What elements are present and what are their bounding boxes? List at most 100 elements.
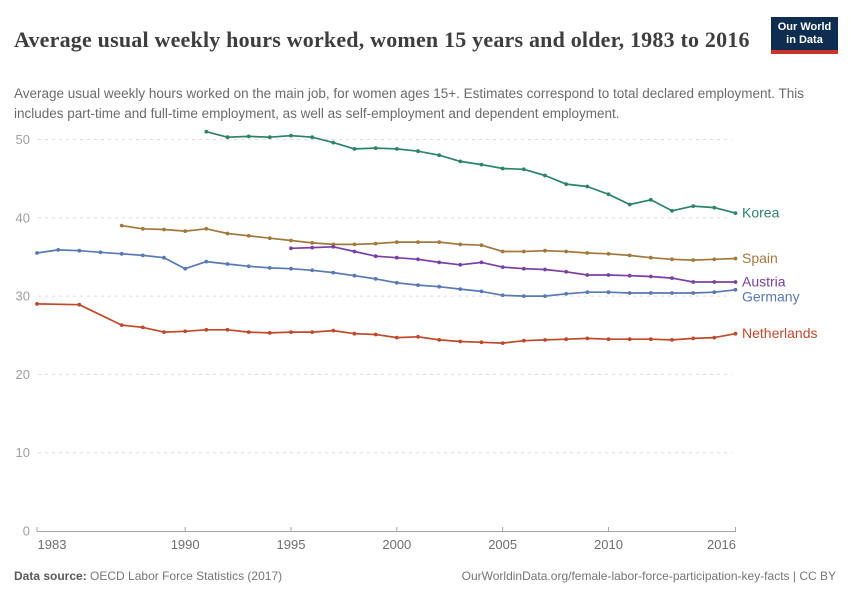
series-netherlands[interactable] (35, 302, 738, 345)
data-point (183, 329, 188, 334)
series-label-korea[interactable]: Korea (742, 205, 780, 221)
owid-logo-line2: in Data (786, 34, 823, 46)
series-label-germany[interactable]: Germany (742, 289, 800, 305)
x-tick-label-1990: 1990 (171, 537, 200, 552)
data-point (521, 167, 526, 172)
data-point (585, 273, 590, 277)
data-point (606, 192, 611, 197)
series-austria[interactable] (289, 244, 738, 284)
data-point (246, 330, 251, 334)
data-point (712, 257, 717, 262)
y-tick-label-10: 10 (16, 445, 30, 460)
data-point (225, 135, 230, 140)
data-point (373, 277, 378, 281)
data-point (585, 251, 590, 255)
data-point (733, 256, 738, 261)
data-point (437, 260, 442, 265)
data-point (521, 266, 526, 271)
data-point (331, 328, 336, 333)
series-germany[interactable] (35, 248, 738, 298)
data-point (373, 146, 378, 151)
data-point (352, 331, 357, 336)
data-point (416, 334, 420, 339)
data-point (585, 290, 590, 295)
data-point (267, 236, 272, 241)
series-line-austria[interactable] (290, 245, 737, 283)
data-point (162, 227, 166, 232)
data-point (648, 197, 653, 202)
data-point (394, 255, 399, 260)
data-point (416, 240, 420, 245)
data-point (606, 290, 611, 295)
data-point (670, 208, 674, 213)
series-label-austria[interactable]: Austria (742, 274, 786, 290)
series-label-spain[interactable]: Spain (742, 250, 778, 266)
series-line-netherlands[interactable] (36, 303, 737, 344)
owid-url-link[interactable]: OurWorldinData.org/female-labor-force-pa… (461, 569, 836, 583)
data-point (712, 290, 717, 295)
series-korea[interactable] (204, 129, 738, 216)
data-point (564, 182, 569, 187)
data-point (733, 280, 738, 284)
data-point (289, 246, 293, 251)
data-point (691, 291, 696, 295)
series-line-germany[interactable] (36, 249, 737, 297)
data-point (183, 266, 188, 271)
data-point (691, 204, 696, 209)
owid-logo[interactable]: Our World in Data (771, 17, 838, 54)
data-point (691, 336, 696, 341)
data-point (140, 325, 145, 330)
data-point (585, 336, 590, 341)
data-point (479, 340, 484, 345)
data-point (733, 287, 738, 292)
data-point (246, 264, 251, 269)
data-point (627, 273, 632, 278)
data-point (733, 331, 738, 336)
data-point (204, 129, 209, 134)
data-point (310, 245, 315, 250)
data-point (564, 269, 569, 274)
data-point (521, 338, 526, 343)
data-point (691, 258, 696, 262)
data-point (437, 338, 442, 342)
data-point (458, 242, 463, 247)
x-tick-label-2005: 2005 (488, 537, 517, 552)
series-line-spain[interactable] (120, 224, 737, 261)
data-point (564, 249, 569, 254)
chart-footer: Data source: OECD Labor Force Statistics… (14, 569, 836, 583)
data-point (225, 231, 230, 236)
data-point (712, 335, 717, 340)
data-point (204, 259, 209, 264)
series-spain[interactable] (119, 223, 738, 262)
data-point (627, 337, 632, 342)
data-point (225, 262, 230, 266)
data-point (416, 149, 420, 154)
x-tick-label-1995: 1995 (277, 537, 306, 552)
data-point (627, 253, 632, 258)
data-point (733, 211, 738, 216)
series-line-korea[interactable] (205, 130, 737, 214)
data-point (140, 253, 145, 258)
data-point (479, 260, 484, 265)
data-point (77, 302, 82, 307)
y-tick-label-0: 0 (23, 524, 30, 539)
data-point (648, 255, 653, 260)
data-point (648, 337, 653, 342)
data-point (289, 330, 293, 334)
data-point (437, 153, 442, 158)
data-point (373, 254, 378, 259)
x-tick-label-2010: 2010 (594, 537, 623, 552)
data-point (310, 241, 315, 245)
data-point (543, 267, 547, 272)
data-point (267, 331, 272, 335)
data-point (416, 283, 420, 287)
data-point (352, 273, 357, 278)
y-tick-label-50: 50 (16, 132, 30, 147)
data-point (564, 291, 569, 296)
page-title: Average usual weekly hours worked, women… (14, 26, 750, 52)
data-point (670, 257, 674, 262)
data-point (373, 241, 378, 246)
series-label-netherlands[interactable]: Netherlands (742, 325, 818, 341)
data-point (670, 276, 674, 280)
